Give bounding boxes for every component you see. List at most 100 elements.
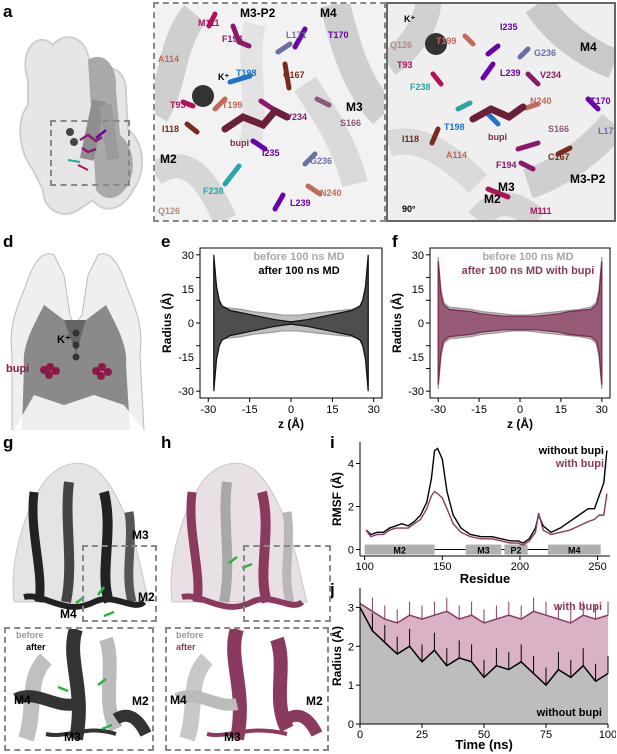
panel-g-inset <box>13 629 152 742</box>
panel-c-label: S166 <box>548 124 570 134</box>
x-tick-label: -30 <box>200 404 216 416</box>
y-axis-label: RMSF (Å) <box>330 472 344 526</box>
panel-label-f: f <box>392 232 398 251</box>
panel-a-zoom-box <box>50 120 130 186</box>
panel-h-label: before <box>176 630 204 640</box>
panel-c-label: Q126 <box>390 40 413 50</box>
legend-without-bupi: without bupi <box>536 707 602 719</box>
panel-b-label: V234 <box>286 112 308 122</box>
panel-c-label: C167 <box>548 152 570 162</box>
chart-f: -30 -15 0 15 30 -30 -15 0 15 30 z (Å) Radius (Å) bef… <box>390 247 611 431</box>
radius-band-after-100-ns-MD <box>213 254 369 392</box>
y-tick-label: -15 <box>178 352 194 364</box>
panel-c-label: I118 <box>402 134 420 144</box>
panel-d-k-label: K⁺ <box>57 334 71 346</box>
legend-before: before 100 ns MD <box>482 251 573 263</box>
y-tick-label: 0 <box>348 719 354 731</box>
segment-M4 <box>547 544 601 555</box>
panel-g-label: after <box>26 642 46 652</box>
panel-b-label: M4 <box>320 6 337 20</box>
panel-g-label: M3 <box>132 528 149 542</box>
panel-b-frame <box>153 2 386 222</box>
y-tick-label: 15 <box>182 284 194 296</box>
legend-after: after 100 ns MD with bupi <box>462 265 595 277</box>
panel-g-label: M4 <box>14 693 31 707</box>
panel-b-label: L239 <box>290 198 311 208</box>
panel-c-label: N240 <box>530 96 552 106</box>
legend-after: after 100 ns MD <box>258 265 339 277</box>
y-tick-label: -30 <box>408 386 424 398</box>
panel-b-label: T93 <box>170 100 186 110</box>
panel-g-label: before <box>16 630 44 640</box>
x-tick-label: 150 <box>433 561 451 573</box>
panel-b-label: K⁺ <box>218 72 230 82</box>
y-tick-label: 0 <box>188 318 194 330</box>
x-tick-label: 15 <box>555 404 567 416</box>
panel-c-label: T199 <box>436 36 457 46</box>
panel-c-label: M111 <box>530 206 552 216</box>
y-tick-label: 2 <box>348 502 354 514</box>
x-tick-label: 100 <box>355 561 373 573</box>
panel-d-surface <box>10 253 145 430</box>
panel-b-label: I118 <box>162 124 180 134</box>
panel-h-label: M3 <box>224 730 241 744</box>
radius-band-after-100-ns-MD-with-bupi <box>437 261 603 385</box>
panel-b-label: L171 <box>286 30 307 40</box>
panel-b-label: M3 <box>346 100 363 114</box>
chart-j: 0 25 50 75 100 0 1 2 3 Time (ns) Radius (Å) with bu… <box>330 588 616 752</box>
x-tick-label: -30 <box>430 404 446 416</box>
x-tick-label: 200 <box>511 561 529 573</box>
panel-c-structure <box>388 4 614 220</box>
panel-c-label: T170 <box>590 96 611 106</box>
panel-label-g: g <box>3 433 14 452</box>
panel-c-label: F238 <box>410 82 431 92</box>
x-tick-label: 75 <box>540 729 552 741</box>
rmsf-line-with-bupi <box>365 490 608 547</box>
legend-before: before 100 ns MD <box>253 251 344 263</box>
panel-g-label: M4 <box>60 607 77 621</box>
panel-g-inset-frame <box>4 627 154 751</box>
x-tick-label: 0 <box>517 404 523 416</box>
panel-label-j: j <box>330 580 335 599</box>
x-tick-label: 100 <box>599 729 616 741</box>
y-axis-label: Radius (Å) <box>160 293 174 353</box>
panel-c-label: T93 <box>397 60 413 70</box>
x-axis-label: z (Å) <box>507 416 533 431</box>
panel-h-zoom-box <box>243 545 331 622</box>
chart-e: -30 -15 0 15 30 -30 -15 0 15 30 z (Å) Radius (Å) bef… <box>160 247 383 431</box>
panel-h-label: M4 <box>170 693 187 707</box>
panel-h-inset <box>174 629 323 742</box>
y-axis-label: Radius (Å) <box>390 293 404 353</box>
panel-c-label: I235 <box>500 22 518 32</box>
y-tick-label: 15 <box>412 284 424 296</box>
rmsf-line-without-bupi <box>365 447 608 544</box>
panel-c-label: bupi <box>488 132 507 142</box>
panel-c-label: L17 <box>598 126 614 136</box>
panel-h-inset-frame <box>165 627 329 751</box>
y-axis-label: Radius (Å) <box>330 626 344 686</box>
x-axis-label: Time (ns) <box>455 737 513 752</box>
x-tick-label: 30 <box>368 404 380 416</box>
line-without-bupi <box>359 607 609 687</box>
panel-b-label: T198 <box>236 68 257 78</box>
x-tick-label: 50 <box>478 729 490 741</box>
panel-h-label: after <box>176 642 196 652</box>
panel-b-label: A114 <box>158 54 180 64</box>
segment-M2 <box>364 544 435 555</box>
legend-with-bupi: with bupi <box>555 458 604 470</box>
panel-b-label: S166 <box>340 118 362 128</box>
panel-c-label: M2 <box>484 192 501 206</box>
x-tick-label: 25 <box>416 729 428 741</box>
panel-c-label: M4 <box>580 40 597 54</box>
segment-label: M3 <box>477 546 490 556</box>
segment-label: P2 <box>511 546 522 556</box>
panel-label-i: i <box>330 433 335 452</box>
panel-d-bupi-label: bupi <box>6 363 30 375</box>
panel-label-h: h <box>161 433 172 452</box>
legend-with-bupi: with bupi <box>553 601 602 613</box>
panel-label-e: e <box>161 232 171 251</box>
chart-i: M2 M3 P2 M4 100 150 200 250 0 2 4 Residue RMSF (Å) wi… <box>330 442 610 586</box>
panel-b-label: F194 <box>222 34 243 44</box>
panel-b-label: I235 <box>262 148 280 158</box>
panel-b-label: M111 <box>198 18 220 28</box>
